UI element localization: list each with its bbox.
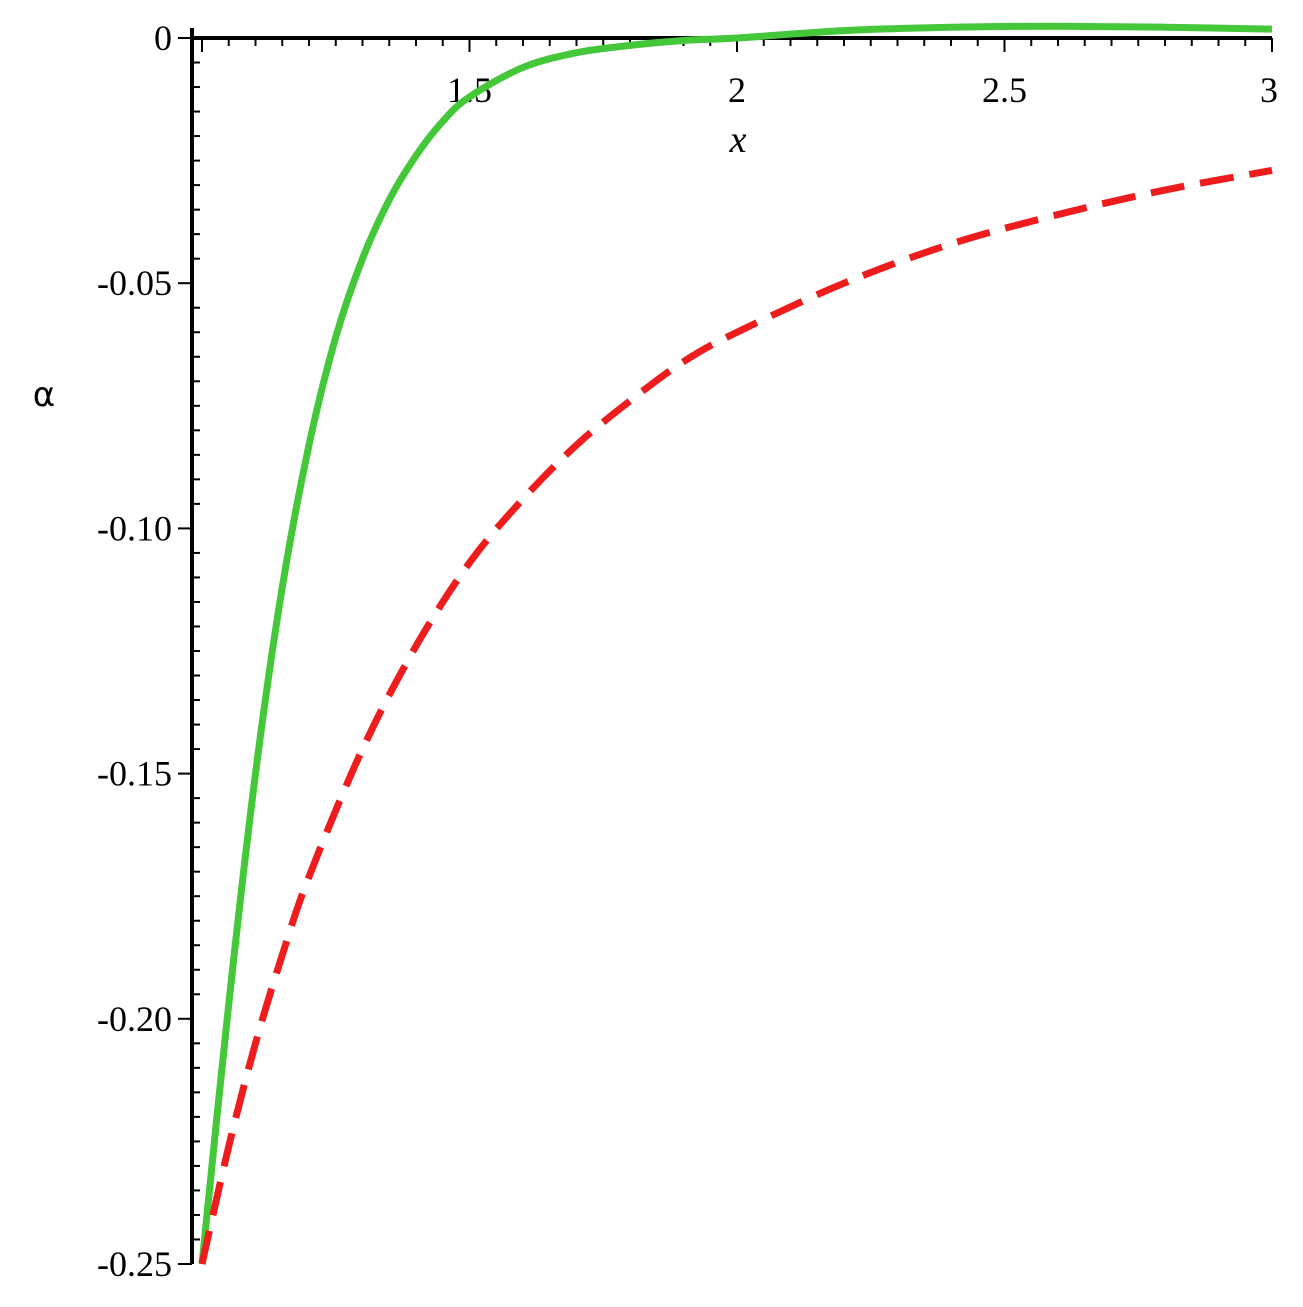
- series-layer: [198, 22, 1273, 1265]
- y-axis-label: α: [33, 375, 55, 415]
- x-tick-label: 2.5: [982, 70, 1027, 110]
- x-tick-label: 2: [728, 70, 746, 110]
- x-tick-label: 3: [1260, 70, 1278, 110]
- y-tick-label: -0.20: [97, 999, 172, 1039]
- axes: 1.5 2 2.5 30-0.05-0.10-0.15-0.20-0.25: [97, 18, 1278, 1284]
- y-tick-label: -0.05: [97, 263, 172, 303]
- x-axis-label: x: [729, 119, 747, 161]
- y-tick-label: 0: [154, 18, 172, 58]
- labels: x α: [33, 119, 747, 415]
- y-tick-label: -0.25: [97, 1244, 172, 1284]
- series-line-solid: [198, 22, 1273, 1265]
- y-tick-label: -0.15: [97, 754, 172, 794]
- y-tick-label: -0.10: [97, 508, 172, 548]
- series-line-dashed: [198, 166, 1273, 1265]
